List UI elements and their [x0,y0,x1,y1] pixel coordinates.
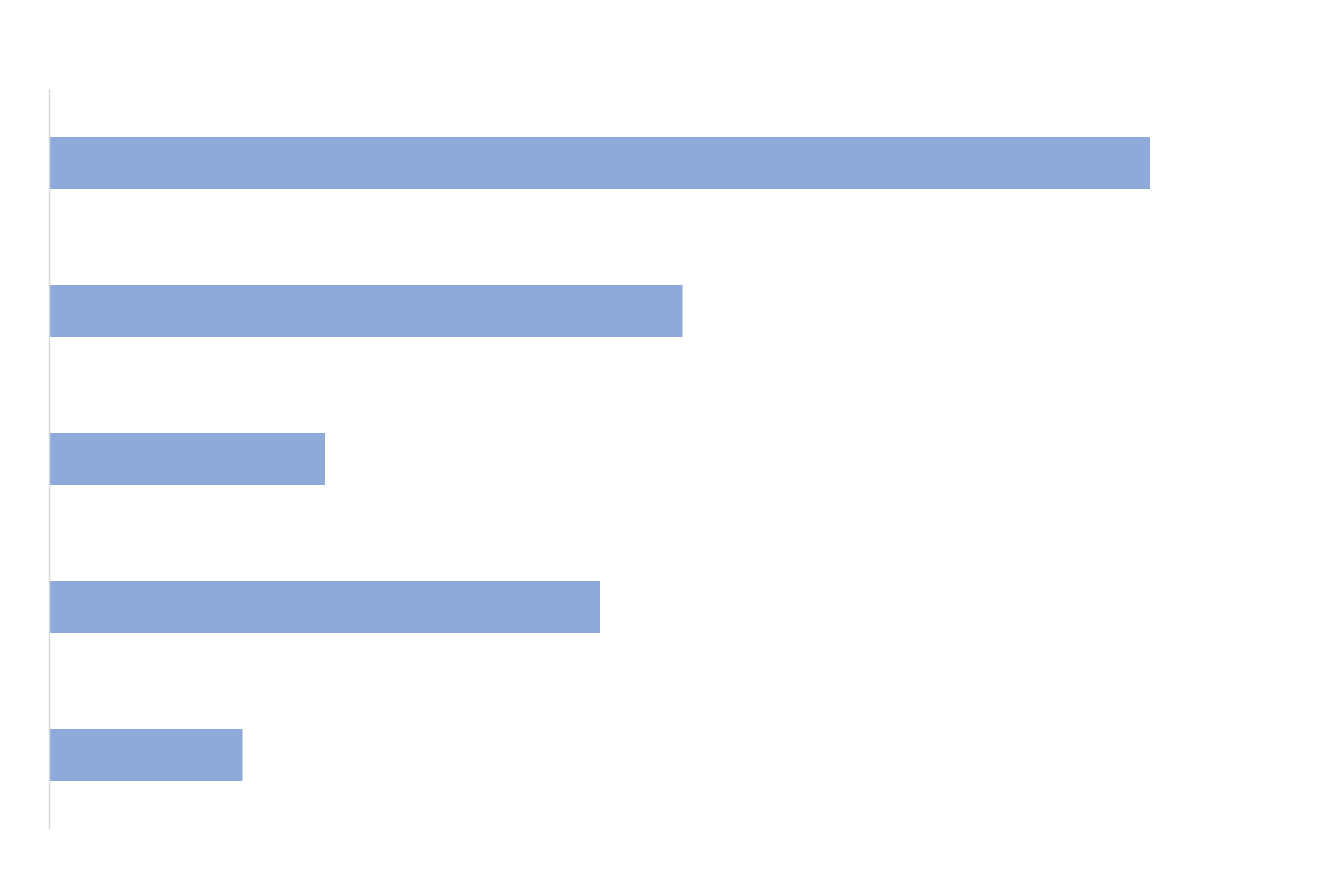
bar-5 [50,729,243,781]
bar-1 [50,137,1150,189]
bar-4 [50,581,600,633]
bars-layer [50,137,1150,781]
bar-2 [50,285,683,337]
bar-3 [50,433,325,485]
